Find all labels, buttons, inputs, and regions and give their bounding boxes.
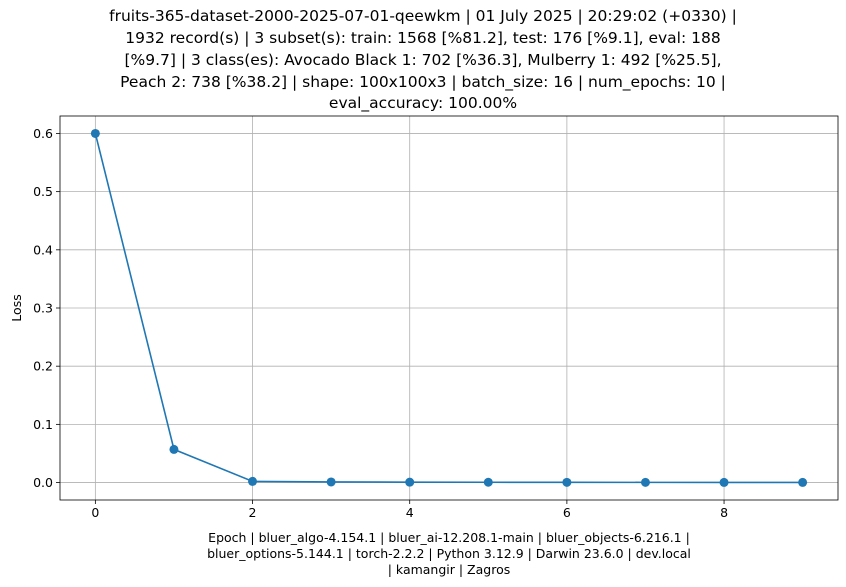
y-tick-label: 0.5 [33, 184, 53, 199]
y-tick-label: 0.1 [33, 417, 53, 432]
y-tick-label: 0.3 [33, 301, 53, 316]
x-tick-label: 6 [563, 505, 571, 520]
loss-series [90, 128, 808, 487]
x-tick-label: 8 [720, 505, 728, 520]
data-point [562, 477, 572, 487]
data-point [326, 477, 336, 487]
chart-title-line-1: fruits-365-dataset-2000-2025-07-01-qeewk… [109, 7, 737, 25]
x-axis-label-line-3: | kamangir | Zagros [387, 562, 511, 577]
chart-title-line-2: 1932 record(s) | 3 subset(s): train: 156… [125, 29, 721, 47]
data-point [719, 477, 729, 487]
x-axis-label-line-1: Epoch | bluer_algo-4.154.1 | bluer_ai-12… [208, 530, 690, 545]
chart-title-line-3: [%9.7] | 3 class(es): Avocado Black 1: 7… [124, 51, 722, 69]
chart-title-line-5: eval_accuracy: 100.00% [328, 94, 518, 112]
tick-marks: 0 2 4 6 8 0.0 0.1 0.2 0.3 0.4 0.5 0.6 [33, 126, 728, 520]
y-tick-label: 0.0 [33, 475, 53, 490]
loss-line [94, 133, 803, 484]
data-point [248, 476, 258, 486]
x-tick-label: 4 [406, 505, 414, 520]
y-axis-label: Loss [9, 294, 24, 321]
x-tick-label: 0 [91, 505, 99, 520]
x-axis-label-line-2: bluer_options-5.144.1 | torch-2.2.2 | Py… [207, 546, 691, 561]
x-tick-label: 2 [249, 505, 257, 520]
data-point [483, 477, 493, 487]
data-point [640, 477, 650, 487]
y-tick-label: 0.2 [33, 359, 53, 374]
chart-title-line-4: Peach 2: 738 [%38.2] | shape: 100x100x3 … [120, 73, 726, 91]
y-tick-label: 0.4 [33, 242, 53, 257]
y-tick-label: 0.6 [33, 126, 53, 141]
data-point [90, 128, 100, 138]
grid-lines [60, 116, 838, 500]
data-point [798, 477, 808, 487]
data-point [405, 477, 415, 487]
data-point [169, 444, 179, 454]
